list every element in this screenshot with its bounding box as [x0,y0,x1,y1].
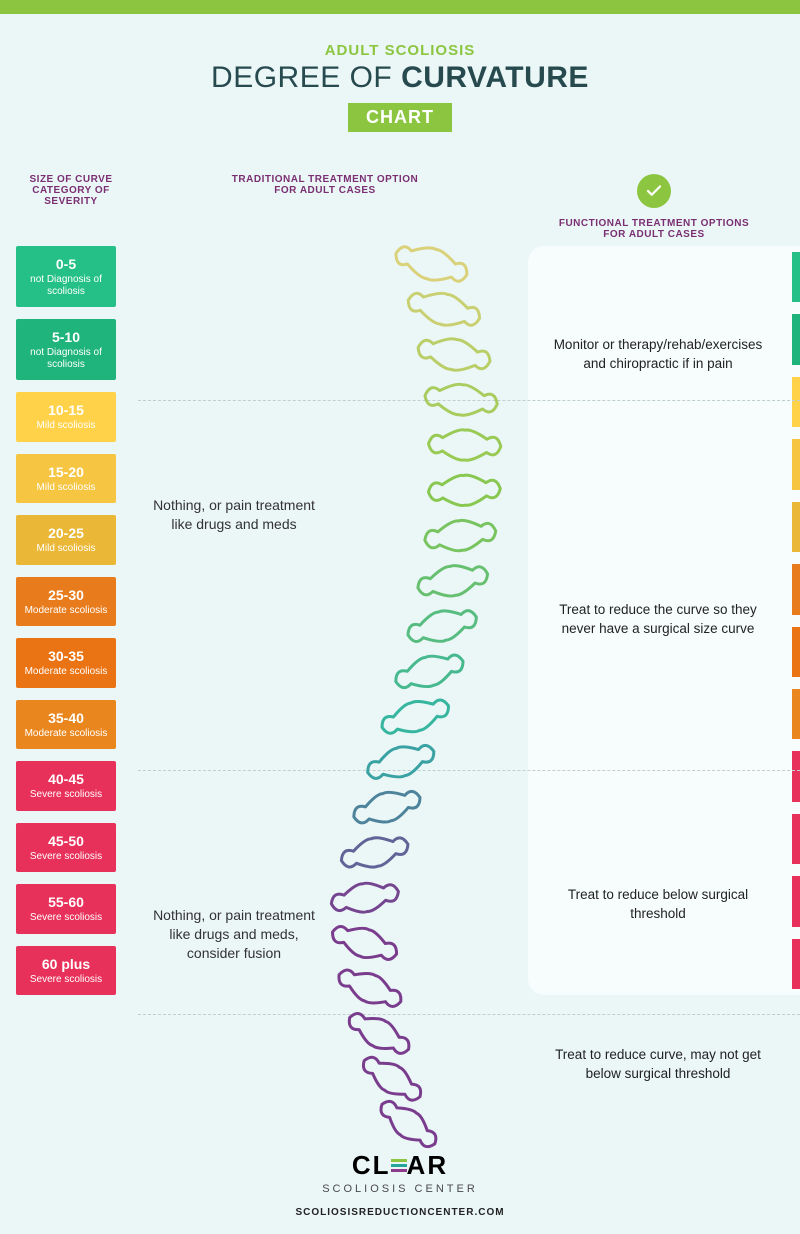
category-label: Mild scoliosis [20,482,112,494]
stripe [792,252,800,302]
section-divider [138,400,800,401]
category-block: 20-25 Mild scoliosis [16,515,116,565]
header: ADULT SCOLIOSIS DEGREE OF CURVATURE CHAR… [0,14,800,146]
category-block: 5-10 not Diagnosis of scoliosis [16,319,116,380]
category-range: 40-45 [20,771,112,787]
category-label: Moderate scoliosis [20,605,112,617]
col1-line2: CATEGORY OF SEVERITY [32,185,110,207]
category-range: 5-10 [20,329,112,345]
category-range: 30-35 [20,648,112,664]
category-block: 0-5 not Diagnosis of scoliosis [16,246,116,307]
stripe [792,689,800,739]
functional-text: Treat to reduce below surgical threshold [546,886,770,924]
title: DEGREE OF CURVATURE [0,61,800,95]
col2-header: TRADITIONAL TREATMENT OPTIONFOR ADULT CA… [126,174,524,240]
col3-header: FUNCTIONAL TREATMENT OPTIONSFOR ADULT CA… [524,174,784,240]
main-content: 0-5 not Diagnosis of scoliosis 5-10 not Dia… [0,240,800,995]
functional-text: Treat to reduce curve, may not get below… [546,1046,770,1084]
category-label: Severe scoliosis [20,851,112,863]
column-headers-row: SIZE OF CURVE CATEGORY OF SEVERITY TRADI… [0,174,800,240]
section-divider [138,770,800,771]
category-block: 40-45 Severe scoliosis [16,761,116,811]
traditional-text: Nothing, or pain treatment like drugs an… [144,496,324,534]
chart-pill: CHART [348,103,452,132]
col3-header-text: FUNCTIONAL TREATMENT OPTIONSFOR ADULT CA… [524,218,784,240]
category-column: 0-5 not Diagnosis of scoliosis 5-10 not Dia… [16,246,126,995]
category-label: not Diagnosis of scoliosis [20,274,112,297]
stripe [792,314,800,364]
category-range: 25-30 [20,587,112,603]
stripe [792,814,800,864]
category-range: 35-40 [20,710,112,726]
category-block: 25-30 Moderate scoliosis [16,577,116,627]
brand-part2: AR [407,1150,449,1180]
col1-header: SIZE OF CURVE CATEGORY OF SEVERITY [16,174,126,240]
title-light: DEGREE OF [211,61,392,94]
functional-panel: Monitor or therapy/rehab/exercises and c… [528,246,800,995]
category-label: Mild scoliosis [20,543,112,555]
section-divider [138,1014,800,1015]
stripe [792,439,800,489]
category-block: 35-40 Moderate scoliosis [16,700,116,750]
stripe [792,564,800,614]
title-bold: CURVATURE [401,61,589,94]
brand-part1: CL [352,1150,391,1180]
category-range: 0-5 [20,256,112,272]
col1-line1: SIZE OF CURVE [30,174,113,185]
footer: CL AR SCOLIOSIS CENTER SCOLIOSISREDUCTION… [0,1150,800,1218]
category-label: Mild scoliosis [20,420,112,432]
category-block: 45-50 Severe scoliosis [16,823,116,873]
category-label: Moderate scoliosis [20,728,112,740]
check-icon [637,174,671,208]
traditional-column: Nothing, or pain treatment like drugs an… [126,246,528,995]
category-label: Severe scoliosis [20,912,112,924]
category-label: Moderate scoliosis [20,666,112,678]
category-block: 60 plus Severe scoliosis [16,946,116,996]
category-label: not Diagnosis of scoliosis [20,347,112,370]
category-block: 55-60 Severe scoliosis [16,884,116,934]
category-range: 45-50 [20,833,112,849]
category-label: Severe scoliosis [20,789,112,801]
brand-url: SCOLIOSISREDUCTIONCENTER.COM [0,1207,800,1218]
brand-subtitle: SCOLIOSIS CENTER [0,1183,800,1195]
category-block: 30-35 Moderate scoliosis [16,638,116,688]
brand-logo: CL AR [0,1150,800,1181]
stripe [792,751,800,801]
category-range: 60 plus [20,956,112,972]
functional-text: Treat to reduce the curve so they never … [546,601,770,639]
category-range: 20-25 [20,525,112,541]
category-range: 55-60 [20,894,112,910]
category-block: 15-20 Mild scoliosis [16,454,116,504]
stripe [792,939,800,989]
kicker-text: ADULT SCOLIOSIS [0,42,800,59]
right-color-stripes [792,246,800,995]
category-label: Severe scoliosis [20,974,112,986]
stripe [792,377,800,427]
traditional-text: Nothing, or pain treatment like drugs an… [144,906,324,963]
functional-text: Monitor or therapy/rehab/exercises and c… [546,336,770,374]
category-range: 15-20 [20,464,112,480]
brand-e-icon [391,1157,407,1174]
stripe [792,876,800,926]
stripe [792,627,800,677]
category-range: 10-15 [20,402,112,418]
stripe [792,502,800,552]
category-block: 10-15 Mild scoliosis [16,392,116,442]
top-accent-bar [0,0,800,14]
